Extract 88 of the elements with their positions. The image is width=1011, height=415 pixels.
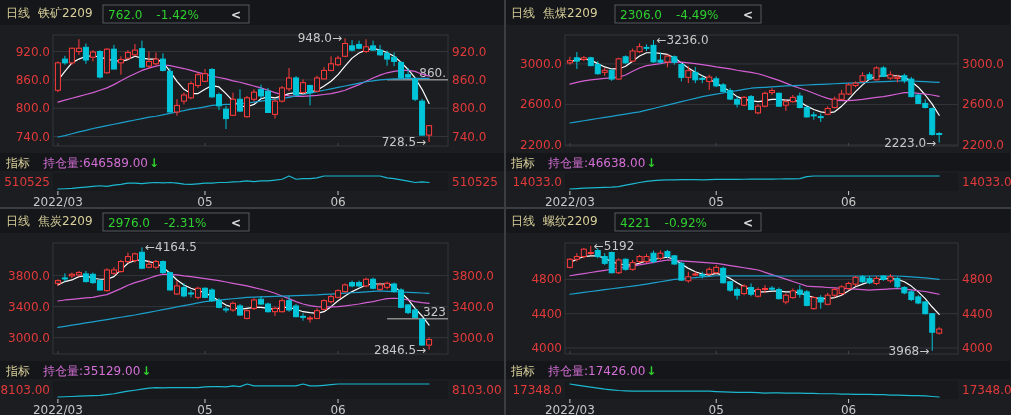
chart-subtitle: 日线 [511,6,535,20]
text: 17348.0 [962,383,1011,397]
y2-tick-label: 4800 [962,272,993,287]
chart-subtitle: 日线 [511,214,535,228]
text: -4.49% [676,8,719,22]
y2-tick-label: 3800.0 [452,268,494,283]
y-tick-label: 4800 [531,272,562,287]
y-tick-label: 4000 [531,341,562,355]
text: ↓ [141,364,152,378]
chart-subtitle: 指标 [5,364,30,378]
text: 510525 [452,175,498,189]
text: < [231,216,242,230]
x-tick-label: 05 [708,195,724,209]
y2-tick-label: 3000.0 [962,56,1004,71]
chart-title: 铁矿2209 [37,6,93,20]
text: 4221 [620,216,651,230]
text: 14033.0 [962,175,1011,189]
y2-tick-label: 3400.0 [452,299,494,314]
text: 510525 [4,175,50,189]
chart-title: 持仓量:46638.00 [548,156,646,170]
text: ↓ [646,156,657,170]
text: -1.42% [156,8,199,22]
text: 2976.0 [108,216,150,230]
annotation: ←4164.5 [144,240,197,255]
x-tick-label: 06 [840,403,857,415]
x-tick-label: 05 [197,403,213,415]
chart-title: 焦煤2209 [543,6,598,20]
y-tick-label: 860.0 [15,72,50,87]
x-tick-label: 2022/03 [544,403,595,415]
chart-subtitle: 指标 [510,156,535,170]
annotation: 948.0→ [297,31,343,46]
chart-subtitle: 日线 [6,214,30,228]
annotation: 728.5→ [381,134,427,149]
text: -2.31% [164,216,207,230]
y2-tick-label: 860.0 [452,72,487,87]
y2-tick-label: 2200.0 [962,137,1004,152]
y-tick-label: 3400.0 [8,299,50,314]
text: 17348.0 [512,383,562,397]
text: < [231,8,242,22]
y2-tick-label: 3000.0 [452,330,494,345]
text: 8103.00 [0,383,50,397]
text: < [743,216,754,230]
x-tick-label: 06 [330,195,346,209]
text: 2306.0 [620,8,662,22]
annotation: 2846.5→ [374,342,427,357]
y-tick-label: 920.0 [15,44,50,59]
chart-title: 持仓量:17426.00 [548,364,646,378]
y2-tick-label: 4000 [962,341,993,355]
chart-subtitle: 日线 [6,6,30,20]
y2-tick-label: 920.0 [452,44,487,59]
chart-title: 持仓量:646589.00 [43,156,148,170]
annotation: 323 [423,304,446,319]
y2-tick-label: 4400 [962,306,993,321]
y2-tick-label: 740.0 [452,129,487,144]
y-tick-label: 2200.0 [520,137,562,152]
y-tick-label: 800.0 [15,101,50,116]
annotation: 2223.0→ [884,135,937,150]
x-tick-label: 2022/03 [32,195,83,209]
chart-subtitle: 指标 [510,364,535,378]
x-tick-label: 2022/03 [32,403,83,415]
y2-tick-label: 2600.0 [962,97,1004,112]
annotation: ←3236.0 [656,32,709,47]
x-tick-label: 05 [197,195,213,209]
x-tick-label: 05 [708,403,724,415]
text: ↓ [148,156,159,170]
x-tick-label: 06 [840,195,857,209]
x-tick-label: 2022/03 [544,195,595,209]
x-tick-label: 06 [330,403,346,415]
chart-title: 螺纹2209 [543,214,598,228]
y-tick-label: 3000.0 [520,56,562,71]
chart-title: 持仓量:35129.00 [43,364,141,378]
text: -0.92% [664,216,707,230]
y-tick-label: 740.0 [15,129,50,144]
y2-tick-label: 800.0 [452,101,487,116]
text: ↓ [646,364,657,378]
y-tick-label: 2600.0 [520,97,562,112]
chart-subtitle: 指标 [5,156,30,170]
text: 762.0 [108,8,143,22]
text: 8103.00 [452,383,502,397]
y-tick-label: 4400 [531,306,562,321]
text: < [743,8,754,22]
y-tick-label: 3800.0 [8,268,50,283]
y-tick-label: 3000.0 [8,330,50,345]
ref-line-label: 860. [419,65,446,80]
chart-title: 焦炭2209 [38,214,93,228]
annotation: 3968→ [888,343,930,358]
annotation: ←5192 [593,238,635,253]
text: 14033.0 [512,175,562,189]
